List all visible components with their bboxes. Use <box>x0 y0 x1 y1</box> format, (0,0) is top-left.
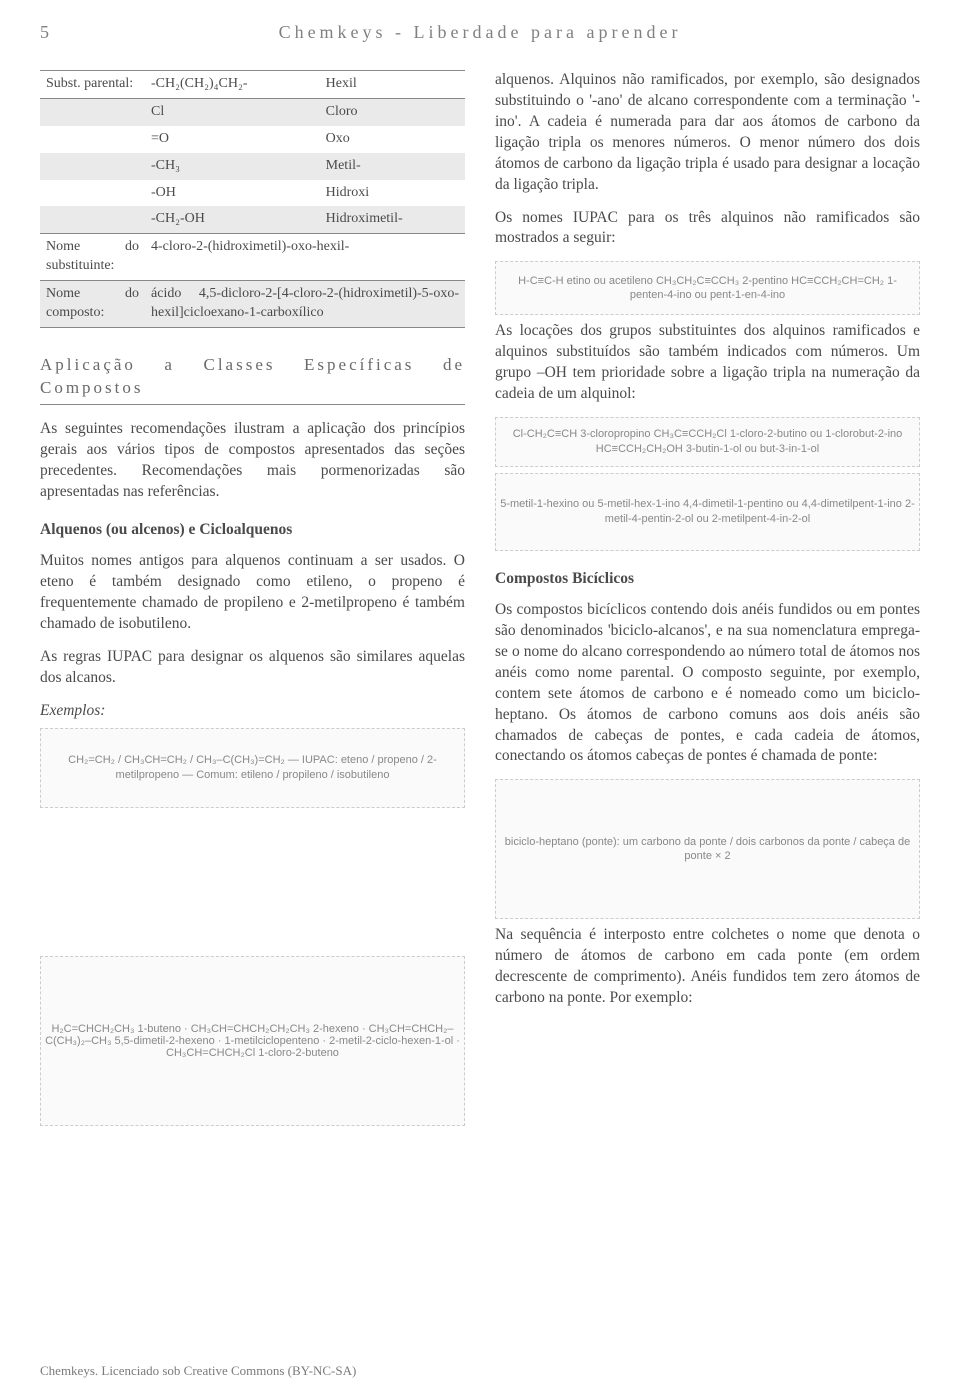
nomenclature-table: Subst. parental: -CH₂(CH₂)₄CH₂- Hexil Cl… <box>40 70 465 328</box>
table-cell: Cloro <box>320 98 465 125</box>
table-cell: -CH₃ <box>145 153 320 180</box>
body-paragraph: Na sequência é interposto entre colchete… <box>495 925 920 1009</box>
table-cell <box>40 153 145 180</box>
table-cell: Nome do composto: <box>40 281 145 328</box>
table-cell: -OH <box>145 180 320 207</box>
table-cell <box>40 206 145 233</box>
body-paragraph: As regras IUPAC para designar os alqueno… <box>40 647 465 689</box>
figure-bicyclic-bridge: biciclo-heptano (ponte): um carbono da p… <box>495 779 920 919</box>
table-cell: Cl <box>145 98 320 125</box>
footer-license: Chemkeys. Licenciado sob Creative Common… <box>40 1363 356 1379</box>
content-columns: Subst. parental: -CH₂(CH₂)₄CH₂- Hexil Cl… <box>40 70 920 1086</box>
table-cell <box>40 126 145 153</box>
table-cell: -CH₂(CH₂)₄CH₂- <box>145 71 320 99</box>
figure-alkenes-wide: H₂C=CHCH₂CH₃ 1-buteno · CH₃CH=CHCH₂CH₂CH… <box>40 956 465 1126</box>
table-cell: Metil- <box>320 153 465 180</box>
section-heading: Aplicação a Classes Específicas de Compo… <box>40 354 465 400</box>
table-cell: ácido 4,5-dicloro-2-[4-cloro-2-(hidroxim… <box>145 281 465 328</box>
table-cell: Hidroximetil- <box>320 206 465 233</box>
body-paragraph: As seguintes recomendações ilustram a ap… <box>40 419 465 503</box>
figure-alkynols-row2: 5-metil-1-hexino ou 5-metil-hex-1-ino 4,… <box>495 473 920 551</box>
body-paragraph: Muitos nomes antigos para alquenos conti… <box>40 551 465 635</box>
figure-alkenes-examples: CH₂=CH₂ / CH₃CH=CH₂ / CH₃–C(CH₃)=CH₂ — I… <box>40 728 465 808</box>
table-cell: Nome do substituinte: <box>40 234 145 281</box>
subheading-bicyclic: Compostos Bicíclicos <box>495 569 920 590</box>
figure-alkynols-row1: Cl-CH₂C≡CH 3-cloropropino CH₃C≡CCH₂Cl 1-… <box>495 417 920 467</box>
figure-alkynes-iupac: H-C≡C-H etino ou acetileno CH₃CH₂C≡CCH₃ … <box>495 261 920 315</box>
examples-label: Exemplos: <box>40 701 465 722</box>
table-cell: Hexil <box>320 71 465 99</box>
left-column: Subst. parental: -CH₂(CH₂)₄CH₂- Hexil Cl… <box>40 70 465 1086</box>
table-cell <box>40 180 145 207</box>
table-cell: -CH₂-OH <box>145 206 320 233</box>
table-cell: Oxo <box>320 126 465 153</box>
body-paragraph: Os nomes IUPAC para os três alquinos não… <box>495 208 920 250</box>
section-rule <box>40 404 465 405</box>
body-paragraph: Os compostos bicíclicos contendo dois an… <box>495 600 920 767</box>
body-paragraph: alquenos. Alquinos não ramificados, por … <box>495 70 920 196</box>
table-cell: =O <box>145 126 320 153</box>
table-cell <box>40 98 145 125</box>
subheading-alkenes: Alquenos (ou alcenos) e Cicloalquenos <box>40 520 465 541</box>
table-cell: Hidroxi <box>320 180 465 207</box>
body-paragraph: As locações dos grupos substituintes dos… <box>495 321 920 405</box>
table-cell: Subst. parental: <box>40 71 145 99</box>
table-cell: 4-cloro-2-(hidroximetil)-oxo-hexil- <box>145 234 465 281</box>
page-header: Chemkeys - Liberdade para aprender <box>0 22 960 43</box>
right-column: alquenos. Alquinos não ramificados, por … <box>495 70 920 1086</box>
